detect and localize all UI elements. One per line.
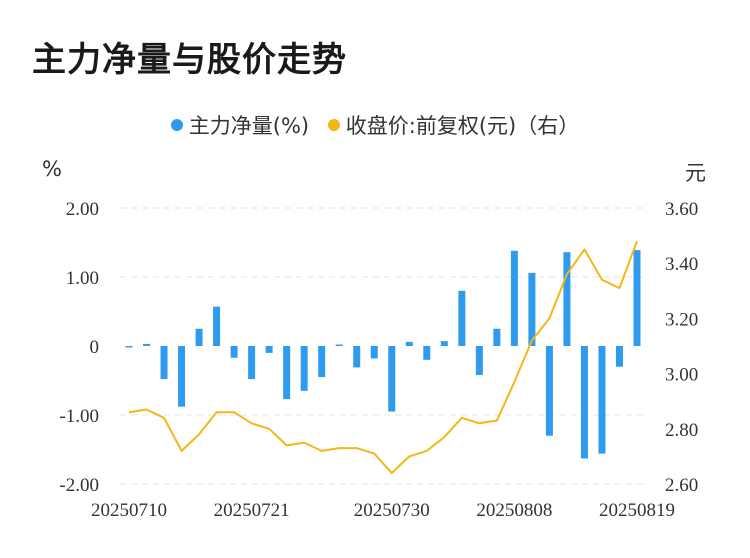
bar xyxy=(300,346,308,391)
bar xyxy=(545,346,553,436)
bar xyxy=(353,346,361,368)
bar xyxy=(598,346,606,454)
bar xyxy=(265,346,273,353)
bar xyxy=(143,343,151,346)
right-axis-tick-label: 3.00 xyxy=(665,365,698,386)
right-axis-tick-label: 3.60 xyxy=(665,199,698,220)
bar xyxy=(388,346,396,412)
bar xyxy=(458,290,466,346)
legend-bar-label: 主力净量(%) xyxy=(188,114,310,138)
x-axis-tick-label: 20250730 xyxy=(354,500,430,521)
bar xyxy=(580,346,588,459)
bar xyxy=(528,272,536,346)
bar xyxy=(423,346,431,360)
bar xyxy=(405,341,413,346)
bar xyxy=(213,306,221,346)
bar xyxy=(370,346,378,359)
x-axis-tick-label: 20250819 xyxy=(599,500,675,521)
bar xyxy=(615,346,623,367)
left-axis-tick-label: 2.00 xyxy=(66,199,99,220)
bar xyxy=(318,346,326,378)
legend-item-line[interactable]: 收盘价:前复权(元)（右） xyxy=(327,110,580,140)
x-axis-tick-label: 20250710 xyxy=(91,500,167,521)
bar xyxy=(493,328,501,346)
legend-bar-dot-icon xyxy=(170,119,183,131)
right-axis-tick-label: 2.80 xyxy=(665,420,698,441)
bar xyxy=(195,328,203,346)
bar xyxy=(125,346,133,348)
right-axis-tick-label: 2.60 xyxy=(665,475,698,496)
bar xyxy=(633,250,641,346)
legend: 主力净量(%) 收盘价:前复权(元)（右） xyxy=(0,110,750,140)
left-axis-tick-label: 1.00 xyxy=(66,268,99,289)
right-axis-tick-label: 3.20 xyxy=(665,309,698,330)
bar xyxy=(335,344,343,346)
bar xyxy=(510,250,518,346)
bar xyxy=(160,346,168,380)
bar xyxy=(230,346,238,358)
bar xyxy=(178,346,186,407)
left-axis-unit: % xyxy=(42,157,62,181)
chart-title: 主力净量与股价走势 xyxy=(32,40,347,80)
price-line xyxy=(128,240,638,474)
bar xyxy=(283,346,291,400)
legend-line-dot-icon xyxy=(327,119,340,131)
left-axis-tick-label: -2.00 xyxy=(59,475,99,496)
legend-line-label: 收盘价:前复权(元)（右） xyxy=(345,114,580,138)
x-axis-tick-label: 20250808 xyxy=(476,500,552,521)
bar xyxy=(248,346,256,380)
legend-item-bar[interactable]: 主力净量(%) xyxy=(170,110,310,140)
x-axis-tick-label: 20250721 xyxy=(214,500,290,521)
right-axis-unit: 元 xyxy=(685,161,706,185)
bar xyxy=(440,341,448,346)
bar xyxy=(475,346,483,375)
right-axis-tick-label: 3.40 xyxy=(665,254,698,275)
left-axis-tick-label: 0 xyxy=(90,337,100,358)
left-axis-tick-label: -1.00 xyxy=(59,406,99,427)
bar xyxy=(563,252,571,346)
